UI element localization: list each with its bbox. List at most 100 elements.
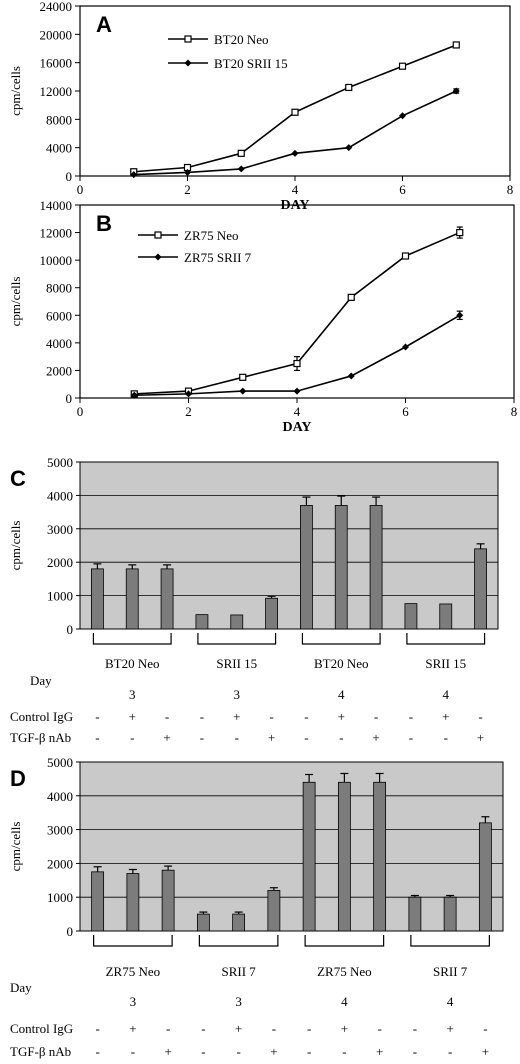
series-line-2 [134,314,461,397]
igg-mark: + [338,709,345,724]
legend-marker-1 [154,231,162,239]
legend-entry-1: BT20 Neo [214,32,269,47]
y-tick-label: 5000 [47,455,73,470]
data-point [293,359,301,368]
bar [439,603,453,630]
group-label: ZR75 Neo [106,964,161,979]
igg-mark: - [200,709,204,724]
y-tick-label: 3000 [47,522,73,537]
igg-mark: + [446,1021,453,1036]
group-bracket [93,935,173,947]
data-point [398,62,407,70]
y-axis-label: cpm/cells [8,277,23,327]
group-label: SRII 15 [425,656,466,671]
bar [478,822,492,932]
nab-mark: - [95,730,99,745]
group-day: 3 [129,687,136,702]
x-tick-label: 2 [185,404,192,419]
bar [302,781,316,932]
igg-mark: - [165,709,169,724]
igg-mark: - [304,709,308,724]
row-label-tgfb-nab: TGF-β nAb [10,1044,71,1059]
panel-label-a: A [96,12,112,37]
x-tick-label: 4 [294,404,301,419]
data-point [452,41,460,49]
y-tick-label: 14000 [40,198,73,213]
nab-mark: - [413,1044,417,1059]
nab-mark: - [201,1044,205,1059]
nab-mark: + [482,1044,489,1059]
data-point [184,168,191,176]
y-tick-label: 4000 [46,141,72,156]
nab-mark: - [448,1044,452,1059]
legend-marker-2 [184,59,192,67]
data-point [452,87,460,95]
nab-mark: - [131,1044,135,1059]
series-line-2 [133,90,457,176]
y-tick-label: 6000 [46,308,72,323]
nab-mark: + [376,1044,383,1059]
bar [230,614,244,630]
group-label: ZR75 Neo [317,964,372,979]
igg-mark: + [341,1021,348,1036]
group-bracket [92,633,172,645]
y-tick-label: 8000 [46,281,72,296]
group-label: SRII 7 [221,964,256,979]
igg-mark: - [483,1021,487,1036]
group-bracket [406,633,486,645]
group-bracket [304,935,385,947]
igg-mark: - [272,1021,276,1036]
bar [267,890,281,932]
panel-label-c: C [10,466,26,491]
nab-mark: + [163,730,170,745]
bar [369,505,383,630]
panel-label-b: B [96,211,112,236]
data-point [345,144,353,152]
group-day: 4 [443,687,450,702]
data-point [345,83,353,92]
x-tick-label: 8 [507,182,514,197]
data-point [293,387,301,395]
y-tick-label: 12000 [40,226,73,241]
igg-mark: - [409,709,413,724]
igg-mark: - [478,709,482,724]
x-tick-label: 6 [402,404,409,419]
igg-mark: + [129,709,136,724]
data-point [237,149,245,157]
nab-mark: + [477,730,484,745]
x-tick-label: 0 [77,404,84,419]
data-point [237,165,245,173]
panel-label-d: D [10,766,26,791]
nab-mark: - [130,730,134,745]
nab-mark: - [304,730,308,745]
y-axis-label: cpm/cells [8,822,23,872]
y-tick-label: 0 [67,622,74,637]
bar [91,871,105,932]
nab-mark: - [444,730,448,745]
y-tick-label: 2000 [46,363,72,378]
nab-mark: - [200,730,204,745]
row-label-day: Day [30,673,52,688]
x-tick-label: 6 [399,182,406,197]
plot-area-d [79,761,504,932]
bar [404,603,418,630]
legend-marker-2 [154,253,162,261]
igg-mark: + [233,709,240,724]
bar [334,505,348,630]
nab-mark: - [235,730,239,745]
y-tick-label: 3000 [47,823,73,838]
nab-mark: + [164,1044,171,1059]
group-bracket [197,633,277,645]
nab-mark: - [339,730,343,745]
group-bracket [198,935,279,947]
group-bracket [410,935,490,947]
y-tick-label: 4000 [47,789,73,804]
igg-mark: - [201,1021,205,1036]
y-tick-label: 12000 [40,84,73,99]
y-axis-label: cpm/cells [8,521,23,571]
y-tick-label: 4000 [47,488,73,503]
y-tick-label: 2000 [47,555,73,570]
bar [474,548,487,630]
group-label: BT20 Neo [105,656,160,671]
